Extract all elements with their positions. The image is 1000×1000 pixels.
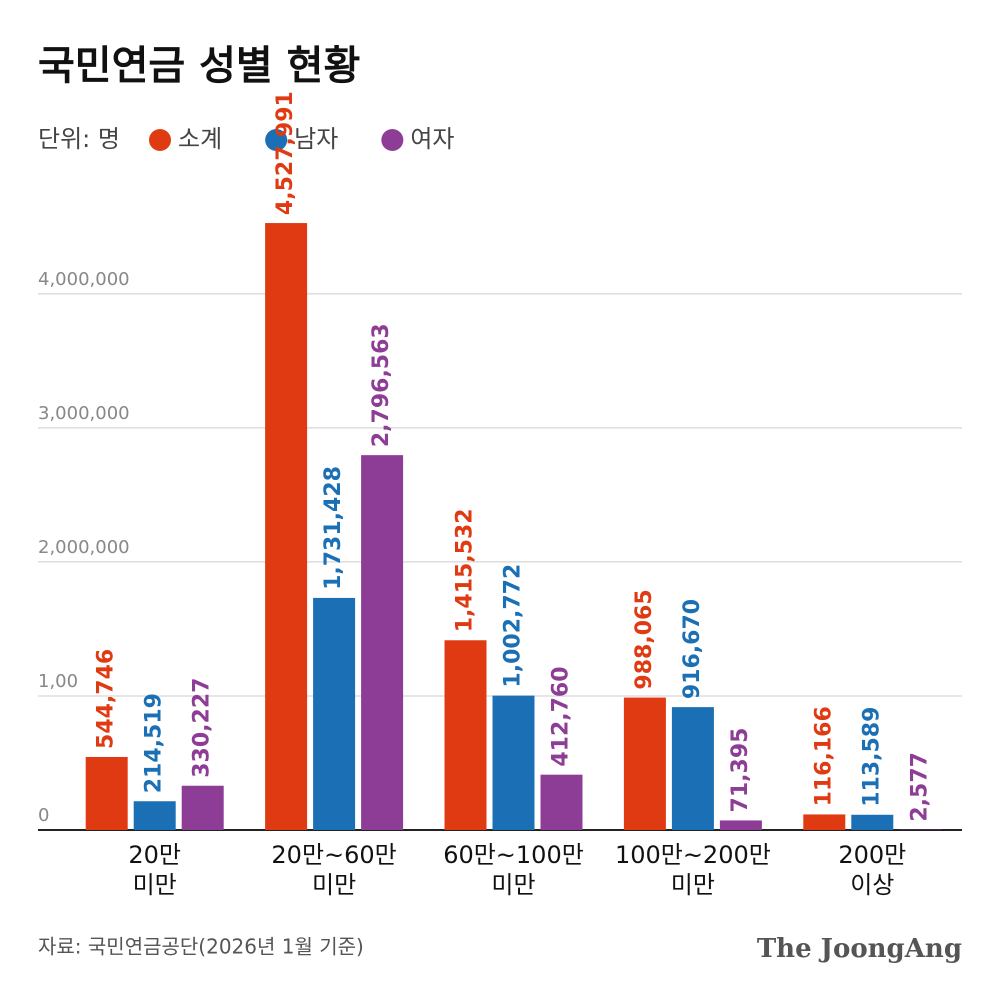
unit-label: 단위: 명 <box>38 125 120 153</box>
bar <box>265 223 308 830</box>
y-tick-label: 0 <box>38 805 49 826</box>
bar <box>540 774 583 830</box>
x-tick-label: 100만~200만 미만 <box>614 841 771 899</box>
x-tick-label: 20만~60만 미만 <box>271 841 397 899</box>
value-label: 71,395 <box>728 728 753 813</box>
legend-swatch <box>265 129 288 151</box>
chart-title: 국민연금 성별 현황 <box>38 43 360 89</box>
value-label: 916,670 <box>680 599 705 699</box>
legend-swatch <box>149 129 171 151</box>
bar <box>803 814 846 830</box>
value-label: 2,577 <box>907 752 932 822</box>
legend-label: 여자 <box>410 125 454 153</box>
bar <box>719 820 762 830</box>
value-label: 4,527,991 <box>273 91 298 215</box>
x-tick-label: 200만 이상 <box>838 841 907 899</box>
value-label: 1,731,428 <box>321 466 346 590</box>
bar <box>851 814 894 830</box>
value-label: 544,746 <box>94 649 119 749</box>
bar <box>181 785 224 830</box>
value-label: 1,415,532 <box>453 508 478 632</box>
value-label: 330,227 <box>190 678 215 778</box>
bar <box>133 801 176 830</box>
bar <box>623 697 666 830</box>
x-tick-label: 20만 미만 <box>128 841 181 899</box>
legend-label: 남자 <box>294 125 338 153</box>
bar <box>361 455 404 830</box>
value-label: 412,760 <box>549 666 574 766</box>
bar <box>671 707 714 830</box>
y-tick-label: 1,00 <box>38 671 78 692</box>
value-label: 2,796,563 <box>369 323 394 447</box>
value-label: 116,166 <box>811 706 836 806</box>
legend-label: 소계 <box>178 125 222 153</box>
x-tick-label: 60만~100만 미만 <box>443 841 584 899</box>
bar <box>444 640 487 830</box>
brand: The JoongAng <box>757 934 962 964</box>
y-tick-label: 2,000,000 <box>38 537 130 558</box>
legend-swatch <box>381 129 404 151</box>
value-label: 113,589 <box>859 707 884 807</box>
value-label: 988,065 <box>632 589 657 689</box>
bar <box>313 597 356 830</box>
y-tick-label: 4,000,000 <box>38 269 130 290</box>
bar <box>492 695 535 830</box>
y-tick-label: 3,000,000 <box>38 403 130 424</box>
bar <box>85 756 128 830</box>
value-label: 214,519 <box>142 693 167 793</box>
source: 자료: 국민연금공단(2026년 1월 기준) <box>38 935 364 959</box>
value-label: 1,002,772 <box>501 564 526 688</box>
